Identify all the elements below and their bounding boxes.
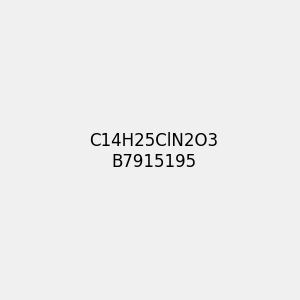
Text: C14H25ClN2O3
B7915195: C14H25ClN2O3 B7915195 [89, 132, 218, 171]
